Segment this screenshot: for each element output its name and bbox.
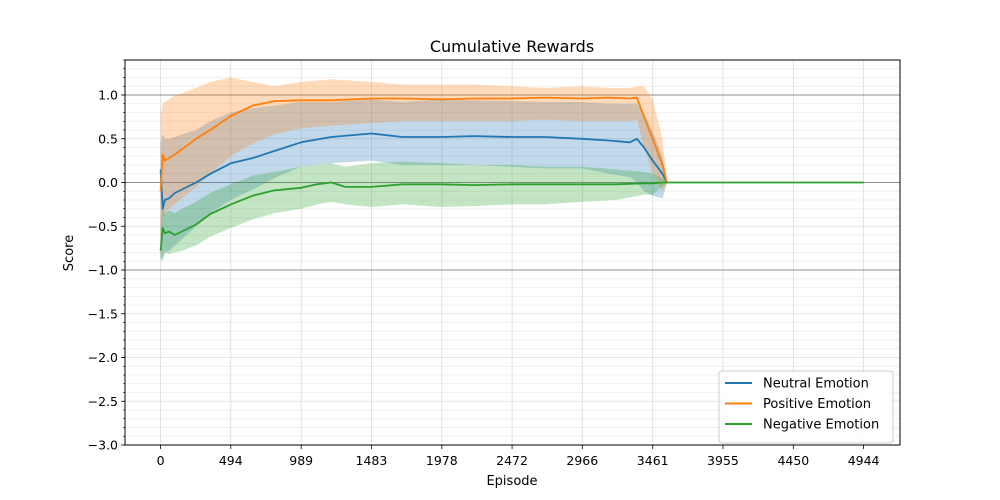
y-tick-label: 0.5	[98, 131, 118, 146]
series-line	[159, 181, 667, 251]
legend-box	[718, 370, 894, 444]
legend-item: Positive Emotion	[725, 397, 871, 412]
y-tick-label: −2.0	[88, 350, 118, 365]
confidence-band	[160, 161, 667, 262]
x-tick-label: 3461	[637, 453, 669, 468]
y-tick-label: −0.5	[88, 219, 118, 234]
y-tick-label: 1.0	[98, 88, 118, 103]
confidence-band	[160, 99, 667, 262]
y-tick-label: −2.5	[88, 394, 118, 409]
x-axis-label: Episode	[486, 474, 537, 489]
legend-item: Negative Emotion	[725, 418, 879, 433]
y-tick-label: −1.0	[88, 263, 118, 278]
legend-label: Negative Emotion	[763, 418, 879, 433]
x-tick-label: 2966	[566, 453, 598, 468]
x-tick-label: 989	[289, 453, 313, 468]
x-tick-label: 4944	[848, 453, 880, 468]
confidence-band	[160, 77, 667, 262]
legend-label: Positive Emotion	[763, 397, 871, 412]
y-tick-label: −3.0	[88, 438, 118, 453]
chart-title: Cumulative Rewards	[430, 37, 594, 56]
plot-area: −3.0 −2.5 −2.0 −1.5 −1.0 −0.5 0.0 0.5 1.0 0 494 989…	[88, 59, 901, 468]
series-line	[159, 132, 668, 210]
legend-item: Neutral Emotion	[725, 377, 869, 392]
x-tick-label: 1978	[426, 453, 458, 468]
x-tick-label: 4450	[777, 453, 809, 468]
x-tick-label: 494	[219, 453, 243, 468]
x-tick-label: 3955	[707, 453, 739, 468]
legend: Neutral Emotion Positive Emotion Negative …	[718, 370, 894, 444]
x-tick-label: 2472	[496, 453, 528, 468]
y-tick-label: 0.0	[98, 175, 118, 190]
x-tick-label: 1483	[356, 453, 388, 468]
y-axis-label: Score	[62, 235, 77, 271]
series-line	[159, 96, 668, 192]
y-tick-label: −1.5	[88, 306, 118, 321]
legend-label: Neutral Emotion	[763, 377, 869, 392]
x-tick-label: 0	[157, 453, 165, 468]
